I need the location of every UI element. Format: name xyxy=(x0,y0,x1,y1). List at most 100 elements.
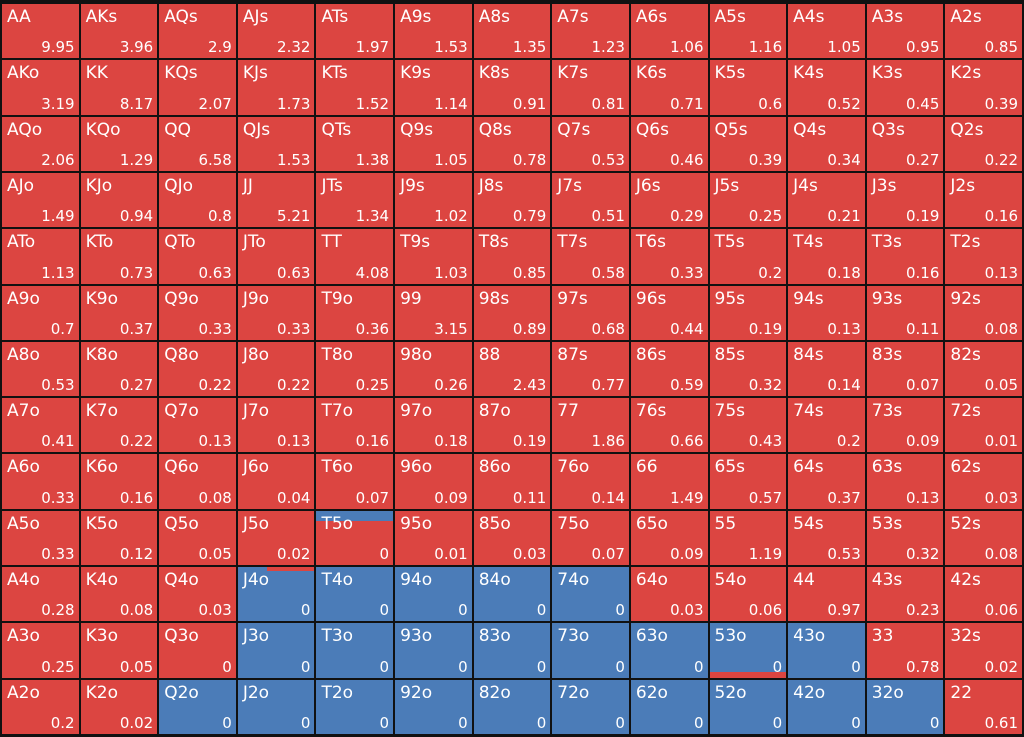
hand-value: 0.32 xyxy=(748,376,783,395)
hand-label: 54s xyxy=(793,513,824,534)
hand-value: 0 xyxy=(379,714,390,732)
hand-value: 0.26 xyxy=(434,376,468,395)
hand-label: Q6s xyxy=(635,119,669,140)
hand-label: J9o xyxy=(242,288,270,309)
hand-label: 87s xyxy=(557,344,588,365)
hand-value: 0.78 xyxy=(512,150,547,169)
hand-label: T6s xyxy=(635,232,666,253)
hand-value: 0.6 xyxy=(758,94,783,113)
hand-cell: K3o 0.05 xyxy=(80,623,158,678)
hand-value: 0.14 xyxy=(591,488,625,507)
hand-cell: A2o 0.2 xyxy=(2,679,79,734)
hand-label: JTo xyxy=(242,232,266,253)
hand-label: 43o xyxy=(793,626,826,647)
hand-value: 0.2 xyxy=(758,263,783,282)
hand-label: JTs xyxy=(321,175,343,196)
hand-label: K7s xyxy=(557,63,589,84)
hand-value: 0 xyxy=(615,657,625,676)
hand-value: 0.02 xyxy=(119,714,154,732)
hand-label: AJo xyxy=(7,175,35,196)
hand-label: 75o xyxy=(557,513,590,534)
hand-label: 62o xyxy=(635,682,668,703)
hand-value: 0 xyxy=(851,714,861,732)
hand-label: T3o xyxy=(321,626,354,647)
hand-cell: J2o 0 xyxy=(237,679,315,734)
hand-cell: QTs 1.38 xyxy=(316,116,394,171)
hand-label: T2o xyxy=(321,682,354,703)
hand-value: 0.36 xyxy=(355,319,390,338)
hand-cell: 62o 0 xyxy=(630,679,708,734)
hand-label: K4s xyxy=(793,63,824,84)
hand-cell: 73s 0.09 xyxy=(866,398,944,453)
hand-cell: J8s 0.79 xyxy=(473,172,551,228)
hand-label: Q2s xyxy=(950,119,984,140)
hand-cell: 53o 0 xyxy=(709,623,787,678)
hand-cell: J5o 0.02 xyxy=(237,510,315,566)
hand-value: 0.77 xyxy=(591,376,625,395)
hand-cell: K9s 1.14 xyxy=(395,60,472,115)
hand-cell: 87o 0.19 xyxy=(473,398,551,453)
hand-value: 0.13 xyxy=(277,432,311,451)
hand-value: 0.53 xyxy=(827,545,861,564)
hand-value: 0.89 xyxy=(512,319,547,338)
hand-label: A9s xyxy=(400,7,432,27)
hand-label: 53o xyxy=(714,626,747,647)
hand-cell: Q5s 0.39 xyxy=(709,116,787,171)
hand-cell: 66 1.49 xyxy=(630,454,708,509)
hand-cell: 63s 0.13 xyxy=(866,454,944,509)
hand-value: 1.02 xyxy=(434,207,468,226)
hand-value: 0.19 xyxy=(748,319,783,338)
hand-label: J8o xyxy=(242,344,270,365)
hand-cell: 94o 0 xyxy=(395,567,472,622)
hand-value: 0 xyxy=(693,657,704,676)
hand-cell: 33 0.78 xyxy=(866,623,944,678)
hand-value: 1.23 xyxy=(591,38,625,57)
hand-cell: KQo 1.29 xyxy=(80,116,158,171)
hand-label: KTs xyxy=(321,63,348,84)
hand-value: 9.95 xyxy=(41,38,75,57)
hand-value: 1.03 xyxy=(434,263,468,282)
hand-cell: 84o 0 xyxy=(473,567,551,622)
hand-label: 74s xyxy=(793,401,824,422)
hand-cell: QTo 0.63 xyxy=(159,229,236,284)
hand-cell: KTs 1.52 xyxy=(316,60,394,115)
hand-label: 63s xyxy=(871,457,903,478)
hand-cell: J4s 0.21 xyxy=(788,172,865,228)
hand-value: 0.18 xyxy=(434,432,468,451)
hand-value: 0.03 xyxy=(670,601,704,620)
hand-label: K3o xyxy=(85,626,118,647)
hand-label: K2o xyxy=(85,682,118,703)
hand-value: 3.19 xyxy=(41,94,75,113)
hand-cell: AKo 3.19 xyxy=(2,60,79,115)
hand-label: KJs xyxy=(242,63,268,84)
hand-label: JJ xyxy=(242,175,253,196)
hand-cell: Q5o 0.05 xyxy=(159,510,236,566)
hand-value: 0.78 xyxy=(905,657,940,676)
hand-label: 42o xyxy=(793,682,826,703)
hand-cell: 98o 0.26 xyxy=(395,341,472,397)
hand-value: 1.53 xyxy=(277,150,311,169)
hand-cell: 52s 0.08 xyxy=(945,510,1022,566)
hand-cell: A4s 1.05 xyxy=(788,4,865,59)
hand-value: 0 xyxy=(615,601,625,620)
hand-cell: 43s 0.23 xyxy=(866,567,944,622)
hand-cell: J2s 0.16 xyxy=(945,172,1022,228)
hand-label: K8s xyxy=(478,63,510,84)
hand-label: QTs xyxy=(321,119,352,140)
hand-label: AKo xyxy=(7,63,40,84)
hand-cell: K7s 0.81 xyxy=(552,60,629,115)
hand-label: T5s xyxy=(714,232,745,253)
hand-cell: T2s 0.13 xyxy=(945,229,1022,284)
hand-label: K3s xyxy=(871,63,903,84)
hand-cell: T4s 0.18 xyxy=(788,229,865,284)
hand-label: 66 xyxy=(635,457,658,478)
hand-label: K5o xyxy=(85,513,118,534)
hand-label: 42s xyxy=(950,570,981,591)
hand-cell: 54o 0.06 xyxy=(709,567,787,622)
hand-cell: ATo 1.13 xyxy=(2,229,79,284)
hand-value: 0.34 xyxy=(827,150,861,169)
hand-label: 75s xyxy=(714,401,746,422)
hand-label: J7s xyxy=(557,175,582,196)
hand-label: 54o xyxy=(714,570,747,591)
hand-value: 0.85 xyxy=(984,38,1018,57)
